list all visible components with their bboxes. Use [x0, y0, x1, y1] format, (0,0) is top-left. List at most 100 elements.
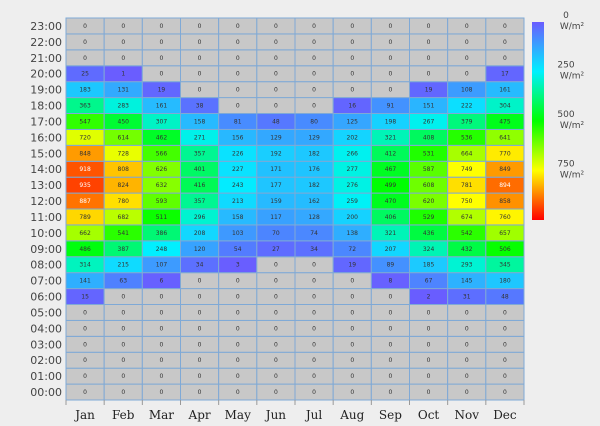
heatmap-cell-label: 185 [423, 262, 435, 269]
heatmap-cell-label: 664 [461, 150, 473, 157]
heatmap-cell-label: 0 [236, 357, 240, 364]
y-tick-label: 02:00 [30, 354, 62, 367]
heatmap-cell-label: 824 [118, 182, 130, 189]
heatmap-cell-label: 808 [118, 166, 130, 173]
heatmap-cell-label: 0 [389, 71, 393, 78]
heatmap-cell-label: 0 [121, 23, 125, 30]
heatmap-cell-label: 0 [350, 23, 354, 30]
heatmap-cell-label: 19 [425, 87, 433, 94]
heatmap-cell-label: 0 [160, 309, 164, 316]
heatmap-cell-label: 0 [312, 23, 316, 30]
heatmap-cell-label: 0 [236, 309, 240, 316]
heatmap-cell-label: 25 [81, 71, 89, 78]
heatmap-cell-label: 0 [274, 87, 278, 94]
heatmap-cell-label: 276 [347, 182, 359, 189]
y-tick-label: 23:00 [30, 20, 62, 33]
heatmap-cell-label: 858 [499, 198, 511, 205]
y-tick-label: 22:00 [30, 36, 62, 49]
y-tick-label: 04:00 [30, 322, 62, 335]
heatmap-cell-label: 0 [198, 55, 202, 62]
heatmap-cell-label: 780 [118, 198, 130, 205]
heatmap-cell-label: 293 [461, 262, 473, 269]
heatmap-cell-label: 171 [270, 166, 282, 173]
heatmap-cell-label: 848 [79, 150, 91, 157]
heatmap-cell-label: 48 [272, 118, 280, 125]
heatmap-cell-label: 0 [160, 325, 164, 332]
heatmap-cell-label: 0 [198, 389, 202, 396]
y-tick-label: 14:00 [30, 163, 62, 176]
heatmap-cell-label: 0 [389, 389, 393, 396]
heatmap-cell-label: 789 [79, 214, 91, 221]
heatmap-cell-label: 0 [121, 55, 125, 62]
heatmap-cell-label: 107 [156, 262, 168, 269]
heatmap-cell-label: 750 [461, 198, 473, 205]
heatmap-cell-label: 227 [232, 166, 244, 173]
heatmap-cell-label: 626 [156, 166, 168, 173]
y-tick-label: 05:00 [30, 306, 62, 319]
heatmap-cell-label: 48 [501, 294, 509, 301]
heatmap-cell-label: 887 [79, 198, 91, 205]
heatmap-cell-label: 608 [423, 182, 435, 189]
heatmap-cell-label: 0 [274, 389, 278, 396]
y-tick-label: 19:00 [30, 84, 62, 97]
heatmap-cell-label: 0 [503, 357, 507, 364]
heatmap-cell-label: 0 [83, 341, 87, 348]
heatmap-cell-label: 162 [308, 198, 320, 205]
heatmap-cell-label: 0 [198, 278, 202, 285]
heatmap-cell-label: 662 [79, 230, 91, 237]
heatmap-cell-label: 0 [274, 103, 278, 110]
heatmap-cell-label: 363 [79, 103, 91, 110]
heatmap-cell-label: 0 [389, 39, 393, 46]
heatmap-cell-label: 0 [350, 309, 354, 316]
heatmap-cell-label: 207 [385, 246, 397, 253]
heatmap-cell-label: 0 [465, 357, 469, 364]
heatmap-cell-label: 129 [270, 134, 282, 141]
heatmap-cell-label: 0 [274, 55, 278, 62]
heatmap-cell-label: 0 [312, 341, 316, 348]
heatmap-cell-label: 176 [308, 166, 320, 173]
heatmap-cell-label: 499 [385, 182, 397, 189]
heatmap-cell-label: 0 [236, 389, 240, 396]
y-tick-label: 15:00 [30, 147, 62, 160]
heatmap-cell-label: 141 [79, 278, 91, 285]
heatmap-cell-label: 0 [236, 71, 240, 78]
heatmap-cell-label: 192 [270, 150, 282, 157]
heatmap-cell-label: 0 [83, 389, 87, 396]
heatmap-cell-label: 0 [198, 373, 202, 380]
heatmap-cell-label: 80 [310, 118, 318, 125]
heatmap-cell-label: 0 [465, 389, 469, 396]
heatmap-cell-label: 128 [308, 214, 320, 221]
heatmap-cell-label: 0 [274, 71, 278, 78]
heatmap-cell-label: 0 [312, 278, 316, 285]
heatmap-cell-label: 0 [465, 373, 469, 380]
heatmap-cell-label: 0 [427, 341, 431, 348]
heatmap-cell-label: 1 [121, 71, 125, 78]
heatmap-cell-label: 159 [270, 198, 282, 205]
heatmap-cell-label: 182 [308, 182, 320, 189]
y-tick-label: 01:00 [30, 370, 62, 383]
heatmap-cell-label: 277 [347, 166, 359, 173]
heatmap-cell-label: 935 [79, 182, 91, 189]
heatmap-cell-label: 27 [272, 246, 280, 253]
heatmap-cell-label: 632 [156, 182, 168, 189]
heatmap-cell-label: 529 [423, 214, 435, 221]
heatmap-cell-label: 19 [348, 262, 356, 269]
heatmap-cell-label: 72 [348, 246, 356, 253]
heatmap-cell-label: 470 [385, 198, 397, 205]
heatmap-cell-label: 3 [236, 262, 240, 269]
heatmap-cell-label: 0 [121, 309, 125, 316]
heatmap-cell-label: 0 [236, 39, 240, 46]
heatmap-cell-label: 0 [350, 55, 354, 62]
legend-tick-unit: W/m² [560, 72, 585, 82]
heatmap-cell-label: 450 [118, 118, 130, 125]
heatmap-cell-label: 0 [236, 294, 240, 301]
heatmap-cell-label: 0 [427, 357, 431, 364]
y-tick-label: 10:00 [30, 227, 62, 240]
y-tick-label: 09:00 [30, 243, 62, 256]
heatmap-cell-label: 314 [79, 262, 91, 269]
heatmap-cell-label: 0 [83, 39, 87, 46]
heatmap-cell-label: 0 [274, 309, 278, 316]
heatmap-cell-label: 0 [427, 39, 431, 46]
heatmap-cell-label: 0 [389, 373, 393, 380]
